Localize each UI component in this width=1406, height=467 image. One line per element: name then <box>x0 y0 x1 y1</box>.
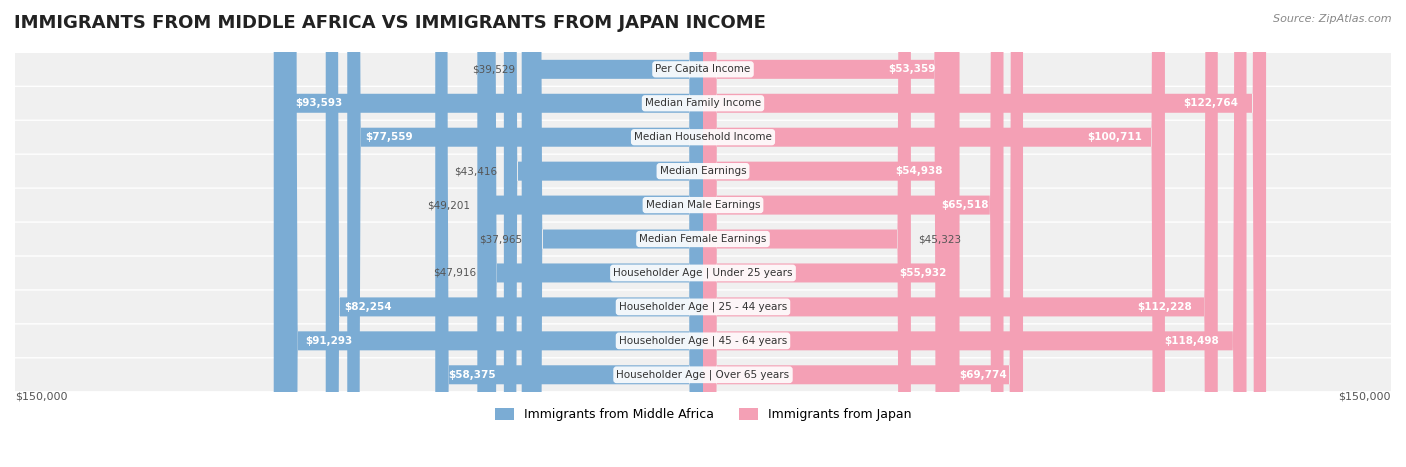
FancyBboxPatch shape <box>15 155 1391 187</box>
Text: IMMIGRANTS FROM MIDDLE AFRICA VS IMMIGRANTS FROM JAPAN INCOME: IMMIGRANTS FROM MIDDLE AFRICA VS IMMIGRA… <box>14 14 766 32</box>
Text: $58,375: $58,375 <box>449 370 496 380</box>
FancyBboxPatch shape <box>15 359 1391 391</box>
FancyBboxPatch shape <box>503 0 703 467</box>
FancyBboxPatch shape <box>15 87 1391 120</box>
FancyBboxPatch shape <box>703 0 955 467</box>
Text: $55,932: $55,932 <box>900 268 946 278</box>
Text: Median Male Earnings: Median Male Earnings <box>645 200 761 210</box>
Text: $37,965: $37,965 <box>479 234 522 244</box>
Text: $43,416: $43,416 <box>454 166 496 176</box>
FancyBboxPatch shape <box>703 0 1218 467</box>
Text: $82,254: $82,254 <box>344 302 392 312</box>
FancyBboxPatch shape <box>274 0 703 467</box>
FancyBboxPatch shape <box>15 121 1391 154</box>
FancyBboxPatch shape <box>15 325 1391 357</box>
Text: $49,201: $49,201 <box>427 200 471 210</box>
FancyBboxPatch shape <box>703 0 1265 467</box>
Text: Median Female Earnings: Median Female Earnings <box>640 234 766 244</box>
FancyBboxPatch shape <box>703 0 1166 467</box>
Text: $118,498: $118,498 <box>1164 336 1219 346</box>
Text: $150,000: $150,000 <box>1339 392 1391 402</box>
FancyBboxPatch shape <box>703 0 911 467</box>
Text: Per Capita Income: Per Capita Income <box>655 64 751 74</box>
Text: Householder Age | Under 25 years: Householder Age | Under 25 years <box>613 268 793 278</box>
FancyBboxPatch shape <box>703 0 959 467</box>
FancyBboxPatch shape <box>703 0 1024 467</box>
Text: Median Household Income: Median Household Income <box>634 132 772 142</box>
Text: $39,529: $39,529 <box>471 64 515 74</box>
FancyBboxPatch shape <box>15 189 1391 221</box>
Text: $65,518: $65,518 <box>941 200 988 210</box>
Text: $91,293: $91,293 <box>305 336 353 346</box>
FancyBboxPatch shape <box>522 0 703 467</box>
FancyBboxPatch shape <box>703 0 948 467</box>
Text: Median Earnings: Median Earnings <box>659 166 747 176</box>
Text: Householder Age | 25 - 44 years: Householder Age | 25 - 44 years <box>619 302 787 312</box>
Text: Householder Age | Over 65 years: Householder Age | Over 65 years <box>616 369 790 380</box>
Text: Median Family Income: Median Family Income <box>645 98 761 108</box>
FancyBboxPatch shape <box>436 0 703 467</box>
Text: $150,000: $150,000 <box>15 392 67 402</box>
Text: $53,359: $53,359 <box>889 64 935 74</box>
Text: $122,764: $122,764 <box>1182 98 1237 108</box>
FancyBboxPatch shape <box>15 290 1391 323</box>
Text: $93,593: $93,593 <box>295 98 343 108</box>
FancyBboxPatch shape <box>284 0 703 467</box>
FancyBboxPatch shape <box>703 0 1004 467</box>
Text: $69,774: $69,774 <box>959 370 1007 380</box>
FancyBboxPatch shape <box>477 0 703 467</box>
Text: $112,228: $112,228 <box>1137 302 1192 312</box>
Text: $77,559: $77,559 <box>366 132 413 142</box>
Text: Householder Age | 45 - 64 years: Householder Age | 45 - 64 years <box>619 336 787 346</box>
Text: $54,938: $54,938 <box>894 166 942 176</box>
FancyBboxPatch shape <box>529 0 703 467</box>
Text: $47,916: $47,916 <box>433 268 477 278</box>
FancyBboxPatch shape <box>703 0 1247 467</box>
Text: $45,323: $45,323 <box>918 234 960 244</box>
FancyBboxPatch shape <box>15 257 1391 289</box>
FancyBboxPatch shape <box>484 0 703 467</box>
FancyBboxPatch shape <box>326 0 703 467</box>
FancyBboxPatch shape <box>347 0 703 467</box>
Text: Source: ZipAtlas.com: Source: ZipAtlas.com <box>1274 14 1392 24</box>
FancyBboxPatch shape <box>15 223 1391 255</box>
Text: $100,711: $100,711 <box>1087 132 1142 142</box>
FancyBboxPatch shape <box>15 53 1391 85</box>
Legend: Immigrants from Middle Africa, Immigrants from Japan: Immigrants from Middle Africa, Immigrant… <box>491 403 915 426</box>
